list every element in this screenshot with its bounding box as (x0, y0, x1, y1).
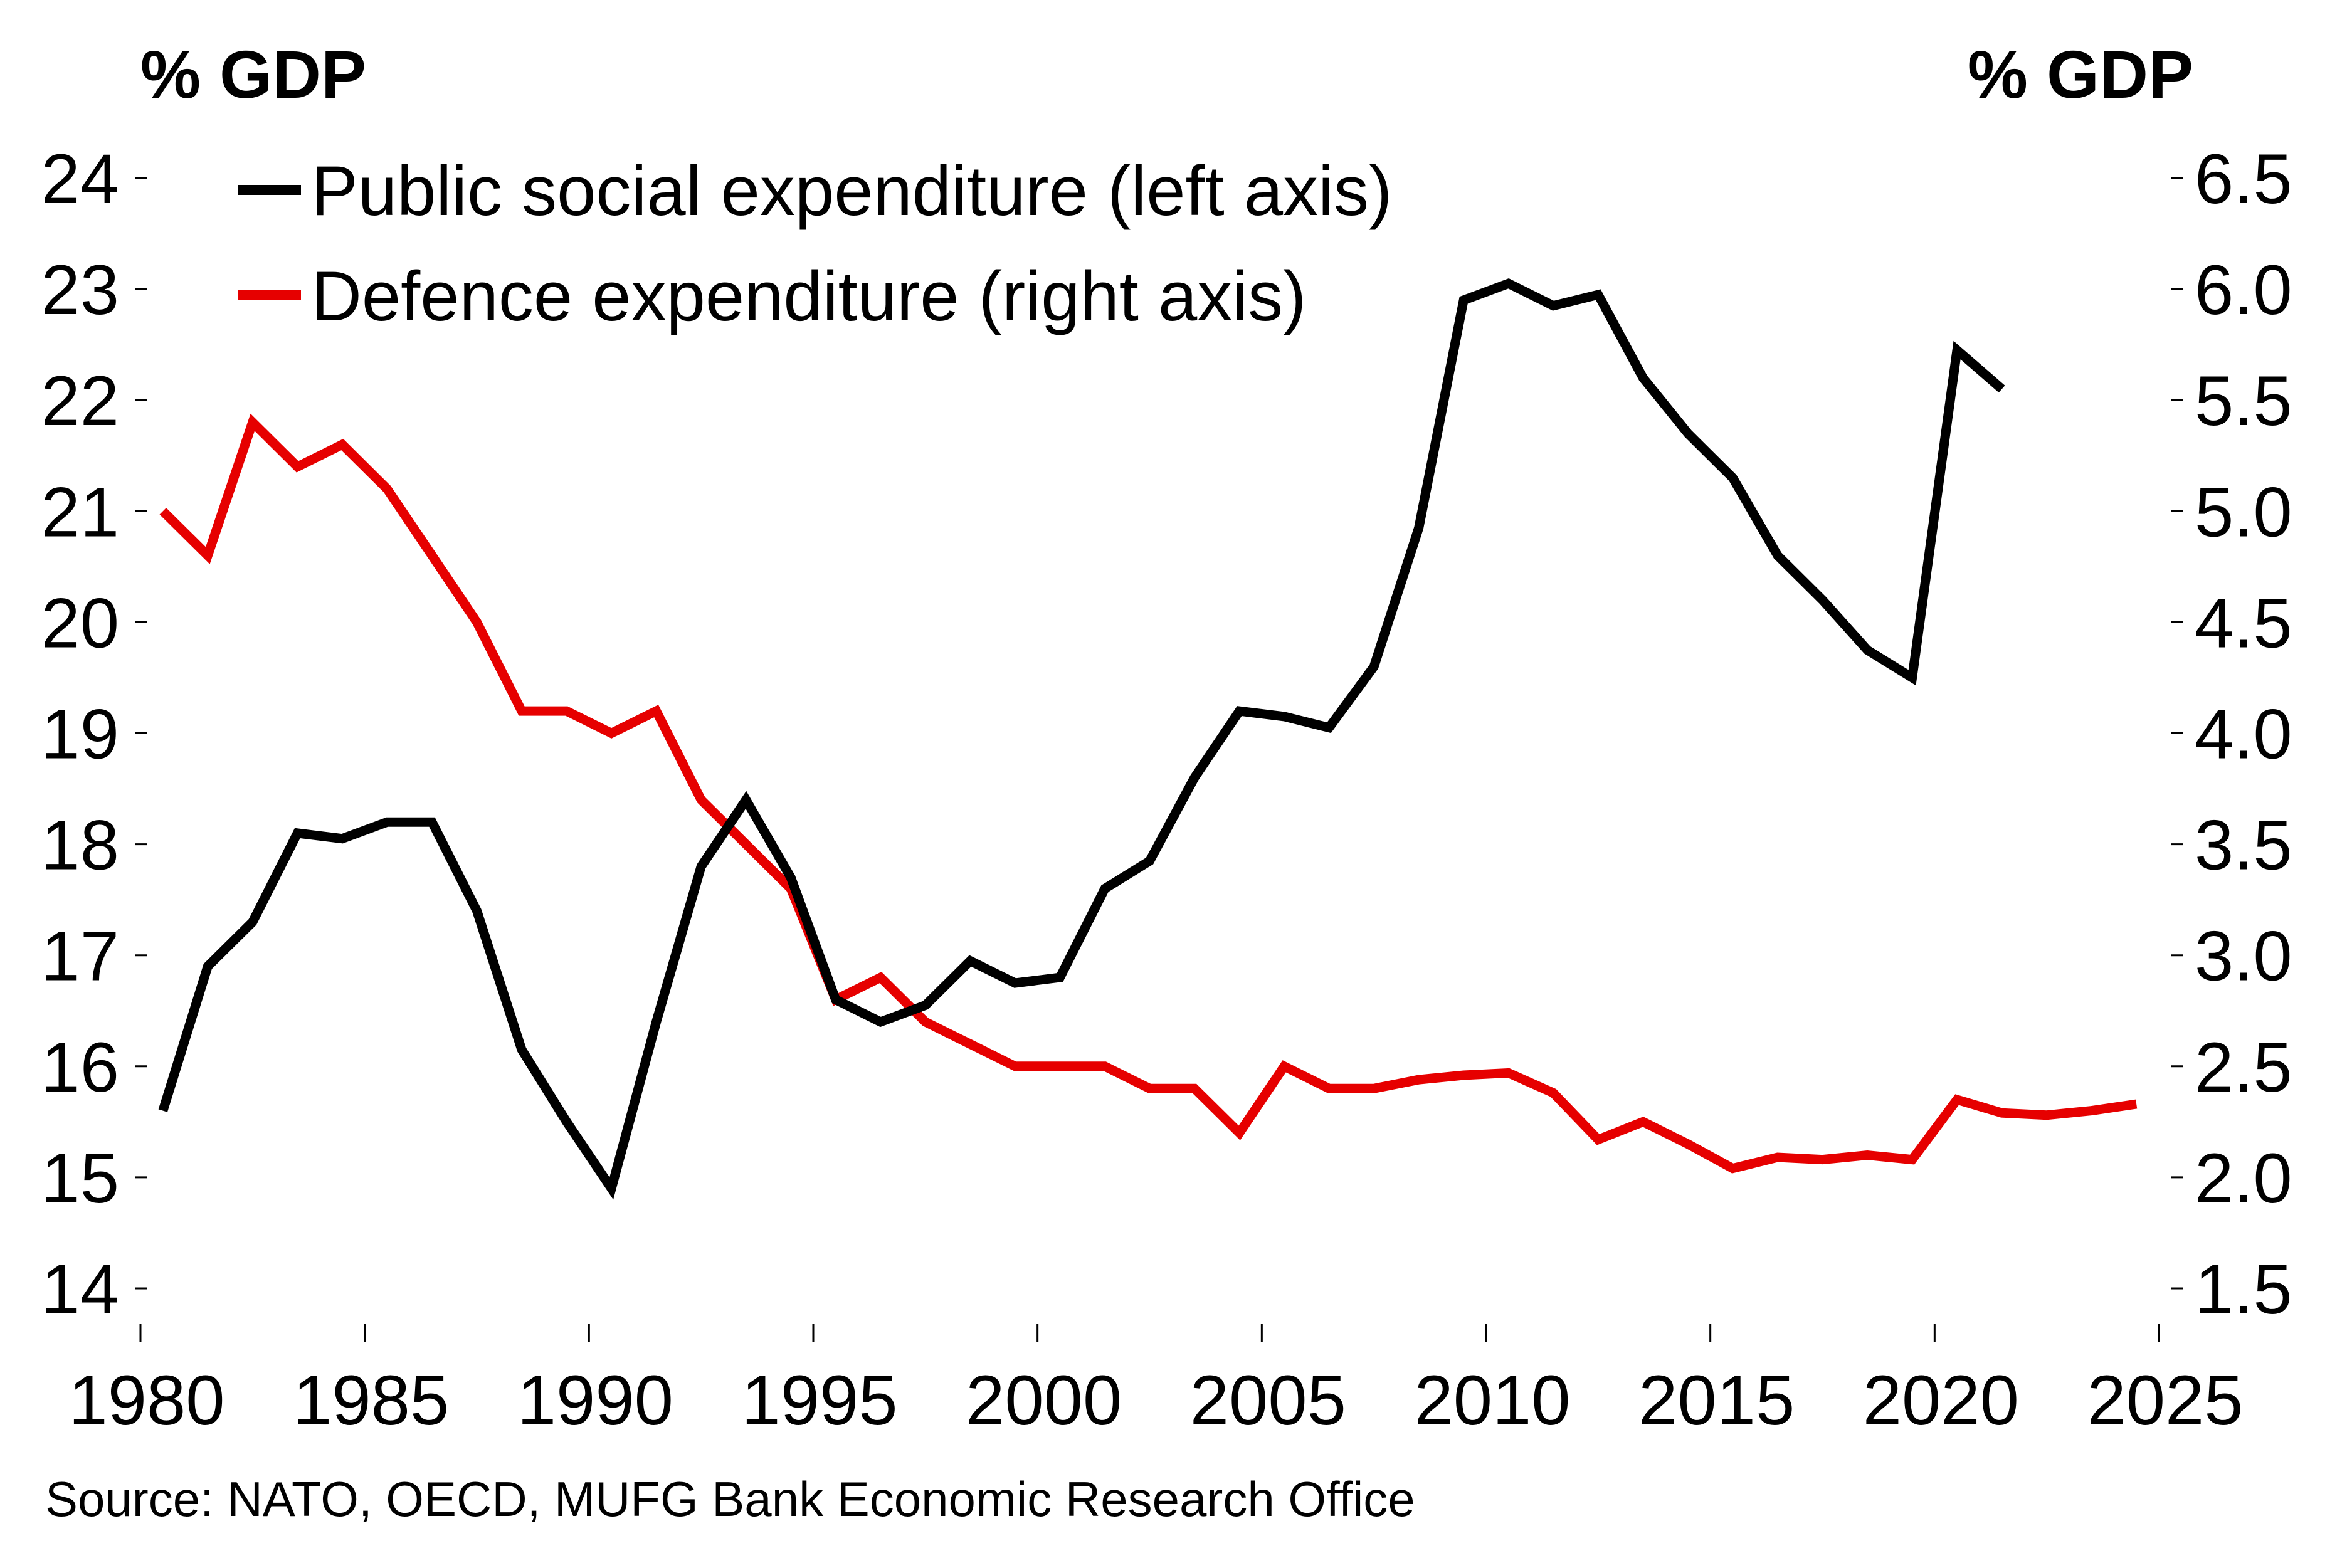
right-axis-tick-label: 5.5 (2195, 362, 2292, 440)
left-axis-tick-label: 16 (41, 1028, 119, 1107)
x-axis-tick-label: 2010 (1414, 1361, 1570, 1439)
left-axis-tick-label: 19 (41, 695, 119, 774)
left-axis-tick-label: 18 (41, 806, 119, 885)
legend-item-public-social-expenditure: Public social expenditure (left axis) (238, 152, 1392, 230)
right-axis-tick-label: 6.0 (2195, 251, 2292, 329)
x-axis-tick-label: 2005 (1190, 1361, 1346, 1439)
right-axis-tick-label: 3.5 (2195, 806, 2292, 885)
left-axis: 14 15 16 17 18 19 20 21 22 23 24 (41, 140, 147, 1329)
right-axis-tick-label: 4.5 (2195, 584, 2292, 662)
left-axis-tick-label: 20 (41, 584, 119, 662)
x-axis-tick-label: 1985 (293, 1361, 449, 1439)
left-axis-tick-label: 15 (41, 1139, 119, 1218)
legend-label: Defence expenditure (right axis) (311, 257, 1306, 335)
x-axis-tick-label: 1995 (741, 1361, 897, 1439)
plot-area (158, 278, 2138, 1200)
left-axis-tick-label: 21 (41, 473, 119, 551)
series-line-defence-expenditure (159, 413, 2138, 1174)
x-axis-tick-label: 2015 (1638, 1361, 1795, 1439)
right-axis-tick-label: 2.0 (2195, 1139, 2292, 1218)
x-axis-tick-label: 1980 (68, 1361, 224, 1439)
left-axis-tick-label: 24 (41, 140, 119, 218)
x-axis-tick-label: 2025 (2087, 1361, 2243, 1439)
right-axis: 1.5 2.0 2.5 3.0 3.5 4.0 4.5 5.0 5.5 6.0 6.5 (2171, 140, 2292, 1329)
right-axis-tick-label: 6.5 (2195, 140, 2292, 218)
x-axis-tick-label: 1990 (517, 1361, 673, 1439)
source-note: Source: NATO, OECD, MUFG Bank Economic R… (45, 1471, 1415, 1527)
left-axis-tick-label: 22 (41, 362, 119, 440)
x-axis: 1980 1985 1990 1995 2000 2005 2010 2015 2020 2025 (68, 1324, 2244, 1439)
right-axis-tick-label: 3.0 (2195, 917, 2292, 996)
legend-label: Public social expenditure (left axis) (311, 152, 1392, 230)
right-axis-tick-label: 5.0 (2195, 473, 2292, 551)
x-axis-tick-label: 2000 (966, 1361, 1122, 1439)
right-axis-unit-label: % GDP (1968, 36, 2193, 112)
legend: Public social expenditure (left axis) De… (238, 152, 1392, 335)
series-line-public-social-expenditure (158, 278, 2005, 1200)
right-axis-tick-label: 2.5 (2195, 1028, 2292, 1107)
right-axis-tick-label: 4.0 (2195, 695, 2292, 774)
right-axis-tick-label: 1.5 (2195, 1250, 2292, 1329)
legend-item-defence-expenditure: Defence expenditure (right axis) (238, 257, 1306, 335)
left-axis-tick-label: 14 (41, 1250, 119, 1329)
left-axis-tick-label: 17 (41, 917, 119, 996)
x-axis-tick-label: 2020 (1863, 1361, 2019, 1439)
left-axis-unit-label: % GDP (140, 36, 366, 112)
left-axis-tick-label: 23 (41, 251, 119, 329)
